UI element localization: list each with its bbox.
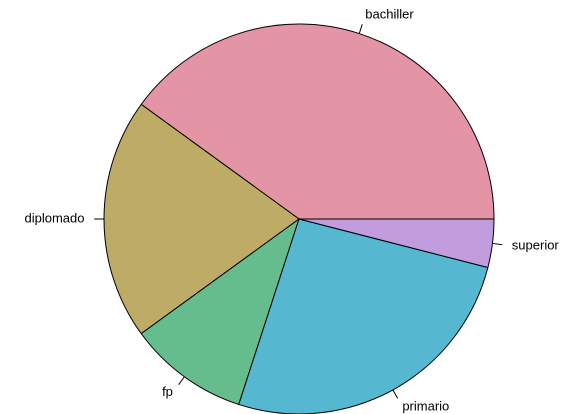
pie-slice bbox=[140, 217, 300, 406]
pie-slice bbox=[103, 103, 300, 335]
slice-label: fp bbox=[162, 384, 173, 399]
slice-label: diplomado bbox=[25, 210, 85, 225]
slice-label: primario bbox=[402, 398, 449, 413]
label-tick bbox=[392, 389, 399, 399]
pie-slice bbox=[298, 218, 495, 269]
label-tick bbox=[178, 376, 185, 385]
label-tick bbox=[492, 242, 503, 246]
slice-label: superior bbox=[512, 237, 560, 252]
pie-slice bbox=[140, 23, 495, 220]
label-tick bbox=[358, 24, 363, 34]
slice-label: bachiller bbox=[365, 6, 414, 21]
